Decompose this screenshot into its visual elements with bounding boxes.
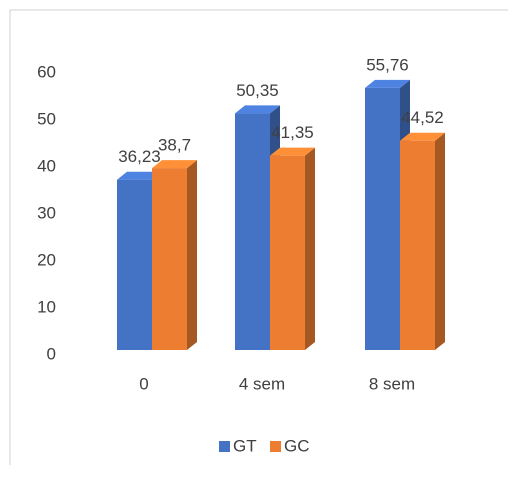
value-label: 41,35 <box>271 123 314 142</box>
bar-top <box>400 132 445 141</box>
value-label: 36,23 <box>118 147 161 166</box>
y-tick-label: 10 <box>37 297 56 316</box>
y-tick-label: 20 <box>37 250 56 269</box>
frame <box>9 9 508 465</box>
legend-swatch <box>270 441 281 452</box>
legend-label: GC <box>284 436 310 455</box>
y-tick-label: 60 <box>37 62 56 81</box>
bar <box>400 140 435 350</box>
bar-top <box>235 105 280 114</box>
bar-top <box>152 160 197 169</box>
bar-top <box>365 79 410 88</box>
value-label: 50,35 <box>236 81 279 100</box>
bar <box>152 168 187 350</box>
x-tick-label: 0 <box>139 374 148 393</box>
x-tick-label: 4 sem <box>239 374 285 393</box>
legend-swatch <box>219 441 230 452</box>
bar-side <box>187 160 197 350</box>
value-label: 38,7 <box>158 136 191 155</box>
value-label: 55,76 <box>366 55 409 74</box>
bar <box>270 155 305 350</box>
legend-label: GT <box>233 436 257 455</box>
y-tick-label: 40 <box>37 156 56 175</box>
bar-top <box>270 147 315 156</box>
bar <box>117 179 152 350</box>
bar-side <box>435 132 445 350</box>
bar-side <box>305 147 315 350</box>
bar <box>235 113 270 350</box>
x-tick-label: 8 sem <box>369 374 415 393</box>
bar <box>365 87 400 350</box>
bar-top <box>117 171 162 180</box>
y-tick-label: 30 <box>37 203 56 222</box>
y-tick-label: 0 <box>47 344 56 363</box>
y-tick-label: 50 <box>37 109 56 128</box>
value-label: 44,52 <box>401 108 444 127</box>
